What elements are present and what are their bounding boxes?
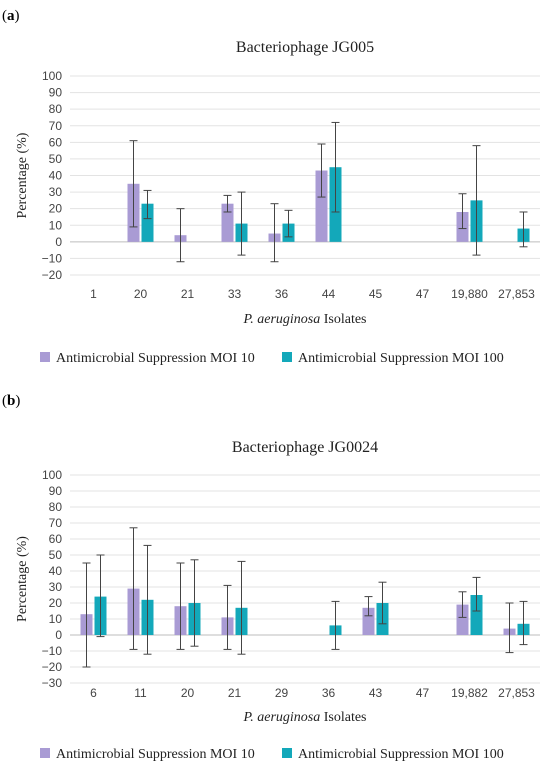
bar (456, 604, 469, 635)
chart-title: Bacteriophage JG005 (236, 39, 374, 56)
y-tick-label: −20 (42, 268, 63, 282)
x-tick-label: 36 (322, 686, 336, 700)
legend-label: Antimicrobial Suppression MOI 10 (56, 351, 255, 366)
x-tick-label: 29 (275, 686, 289, 700)
x-tick-label: 20 (181, 686, 195, 700)
y-tick-label: −10 (42, 644, 63, 658)
x-tick-label: 21 (228, 686, 242, 700)
y-tick-label: 80 (49, 102, 63, 116)
y-tick-label: 20 (49, 596, 63, 610)
x-tick-label: 11 (134, 686, 147, 700)
legend-label: Antimicrobial Suppression MOI 10 (56, 747, 255, 762)
x-tick-label: 21 (181, 287, 195, 301)
y-tick-label: 90 (49, 86, 63, 100)
x-tick-label: 36 (275, 287, 289, 301)
y-axis-label: Percentage (%) (15, 132, 30, 218)
chart-panel-1: (a) Bacteriophage JG005 −20 −10 0 10 20 30 40 50 6… (2, 8, 540, 366)
x-tick-label: 27,853 (498, 287, 535, 301)
bar (221, 203, 234, 242)
y-tick-label: 60 (49, 532, 63, 546)
x-tick-label: 19,882 (451, 686, 488, 700)
x-tick-label: 6 (90, 686, 97, 700)
y-tick-label: 60 (49, 135, 63, 149)
x-tick-label: 44 (322, 287, 336, 301)
x-tick-label: 47 (416, 686, 430, 700)
y-tick-label: 30 (49, 185, 63, 199)
y-tick-label: 70 (49, 516, 63, 530)
legend-swatch (40, 748, 50, 758)
panel-label: (a) (2, 8, 20, 24)
x-tick-label: 45 (369, 287, 383, 301)
y-tick-label: −20 (42, 660, 63, 674)
y-tick-label: 10 (49, 612, 63, 626)
y-tick-label: 70 (49, 119, 63, 133)
panel-label: (b) (2, 393, 20, 409)
y-tick-label: 80 (49, 500, 63, 514)
y-tick-label: 50 (49, 152, 63, 166)
y-tick-label: −10 (42, 251, 63, 265)
legend-swatch (40, 352, 50, 362)
chart-title: Bacteriophage JG0024 (232, 439, 378, 456)
y-tick-label: 30 (49, 580, 63, 594)
y-tick-label: 0 (55, 628, 62, 642)
y-tick-label: 0 (55, 235, 62, 249)
y-tick-label: 20 (49, 202, 63, 216)
y-tick-label: 40 (49, 564, 63, 578)
x-tick-label: 1 (90, 287, 97, 301)
y-tick-label: 10 (49, 218, 63, 232)
x-tick-label: 43 (369, 686, 383, 700)
x-tick-label: 47 (416, 287, 430, 301)
chart-panel-2: (b) Bacteriophage JG0024 −30 −20 −10 0 10 20 30 4… (2, 393, 540, 762)
x-tick-label: 33 (228, 287, 242, 301)
x-tick-label: 27,853 (498, 686, 535, 700)
legend-label: Antimicrobial Suppression MOI 100 (298, 747, 504, 762)
x-tick-label: 19,880 (451, 287, 488, 301)
y-tick-label: 100 (42, 468, 62, 482)
x-axis-label: P. aeruginosa Isolates (242, 312, 366, 327)
y-tick-label: 100 (42, 69, 62, 83)
x-tick-label: 20 (134, 287, 148, 301)
bar (141, 203, 154, 242)
legend-swatch (282, 748, 292, 758)
y-tick-label: 90 (49, 484, 63, 498)
x-axis-label: P. aeruginosa Isolates (242, 710, 366, 725)
bar (362, 607, 375, 635)
bar (315, 170, 328, 242)
y-tick-label: 50 (49, 548, 63, 562)
legend-swatch (282, 352, 292, 362)
y-axis-label: Percentage (%) (15, 536, 30, 622)
y-tick-label: −30 (42, 676, 63, 690)
bar (470, 595, 483, 635)
y-tick-label: 40 (49, 169, 63, 183)
legend-label: Antimicrobial Suppression MOI 100 (298, 351, 504, 366)
